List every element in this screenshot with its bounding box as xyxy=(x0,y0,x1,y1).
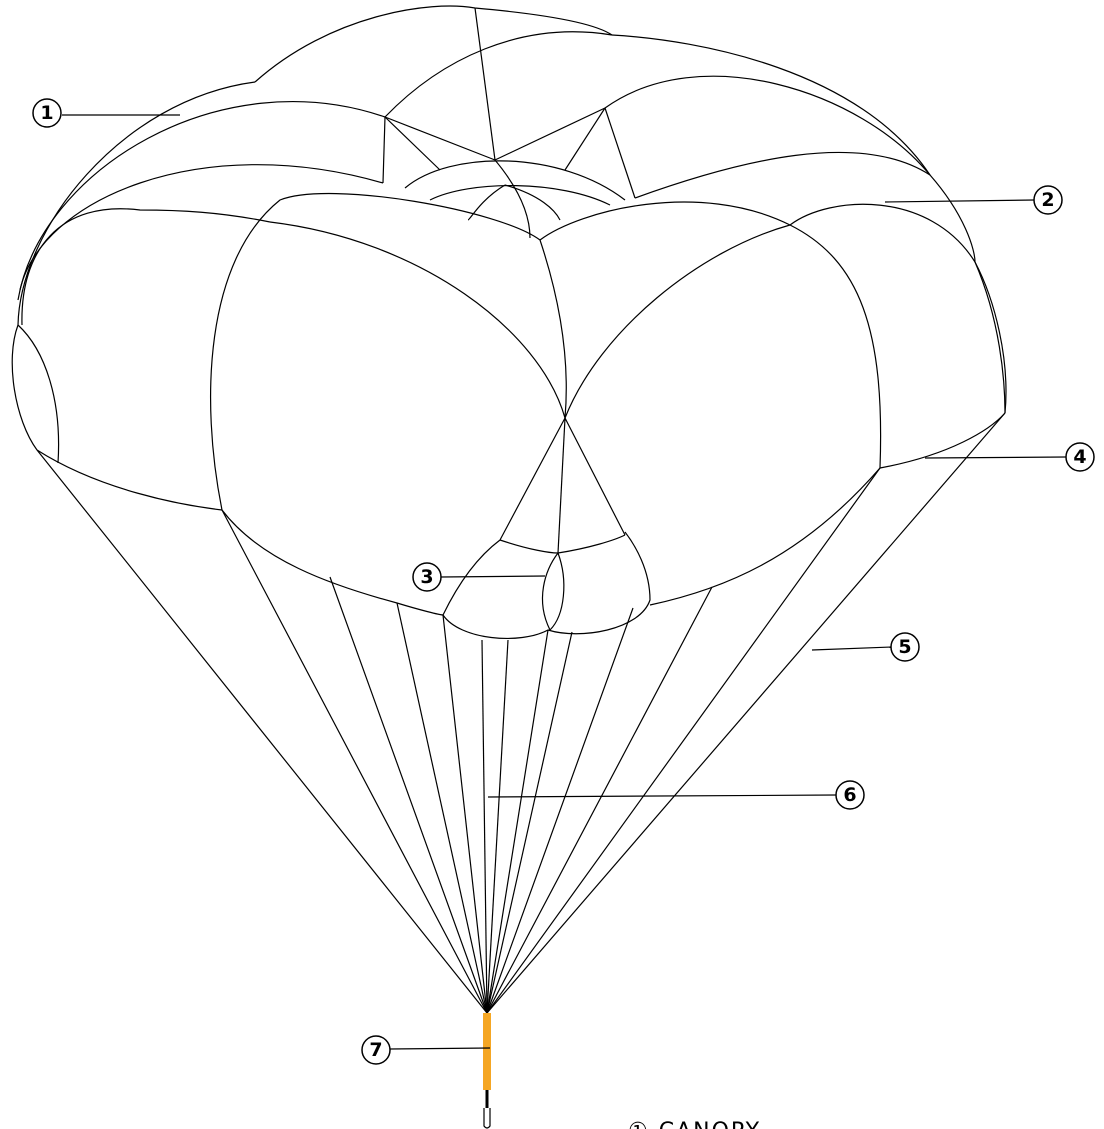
callout-number: 3 xyxy=(420,566,433,588)
callout-number: 2 xyxy=(1041,189,1054,211)
parachute-drawing xyxy=(12,6,1006,1128)
callout-number: 5 xyxy=(898,636,911,658)
callout-number: 6 xyxy=(843,784,856,806)
callout-number: 4 xyxy=(1073,446,1086,468)
page: 1 2 3 4 5 6 7 ① CANOPY (() => { const da… xyxy=(0,0,1104,1129)
callout-number: 7 xyxy=(369,1039,382,1061)
parachute-diagram: 1 2 3 4 5 6 7 ① CANOPY xyxy=(0,0,1104,1129)
callout-number: 1 xyxy=(40,102,53,124)
caption: ① CANOPY xyxy=(628,1119,761,1129)
